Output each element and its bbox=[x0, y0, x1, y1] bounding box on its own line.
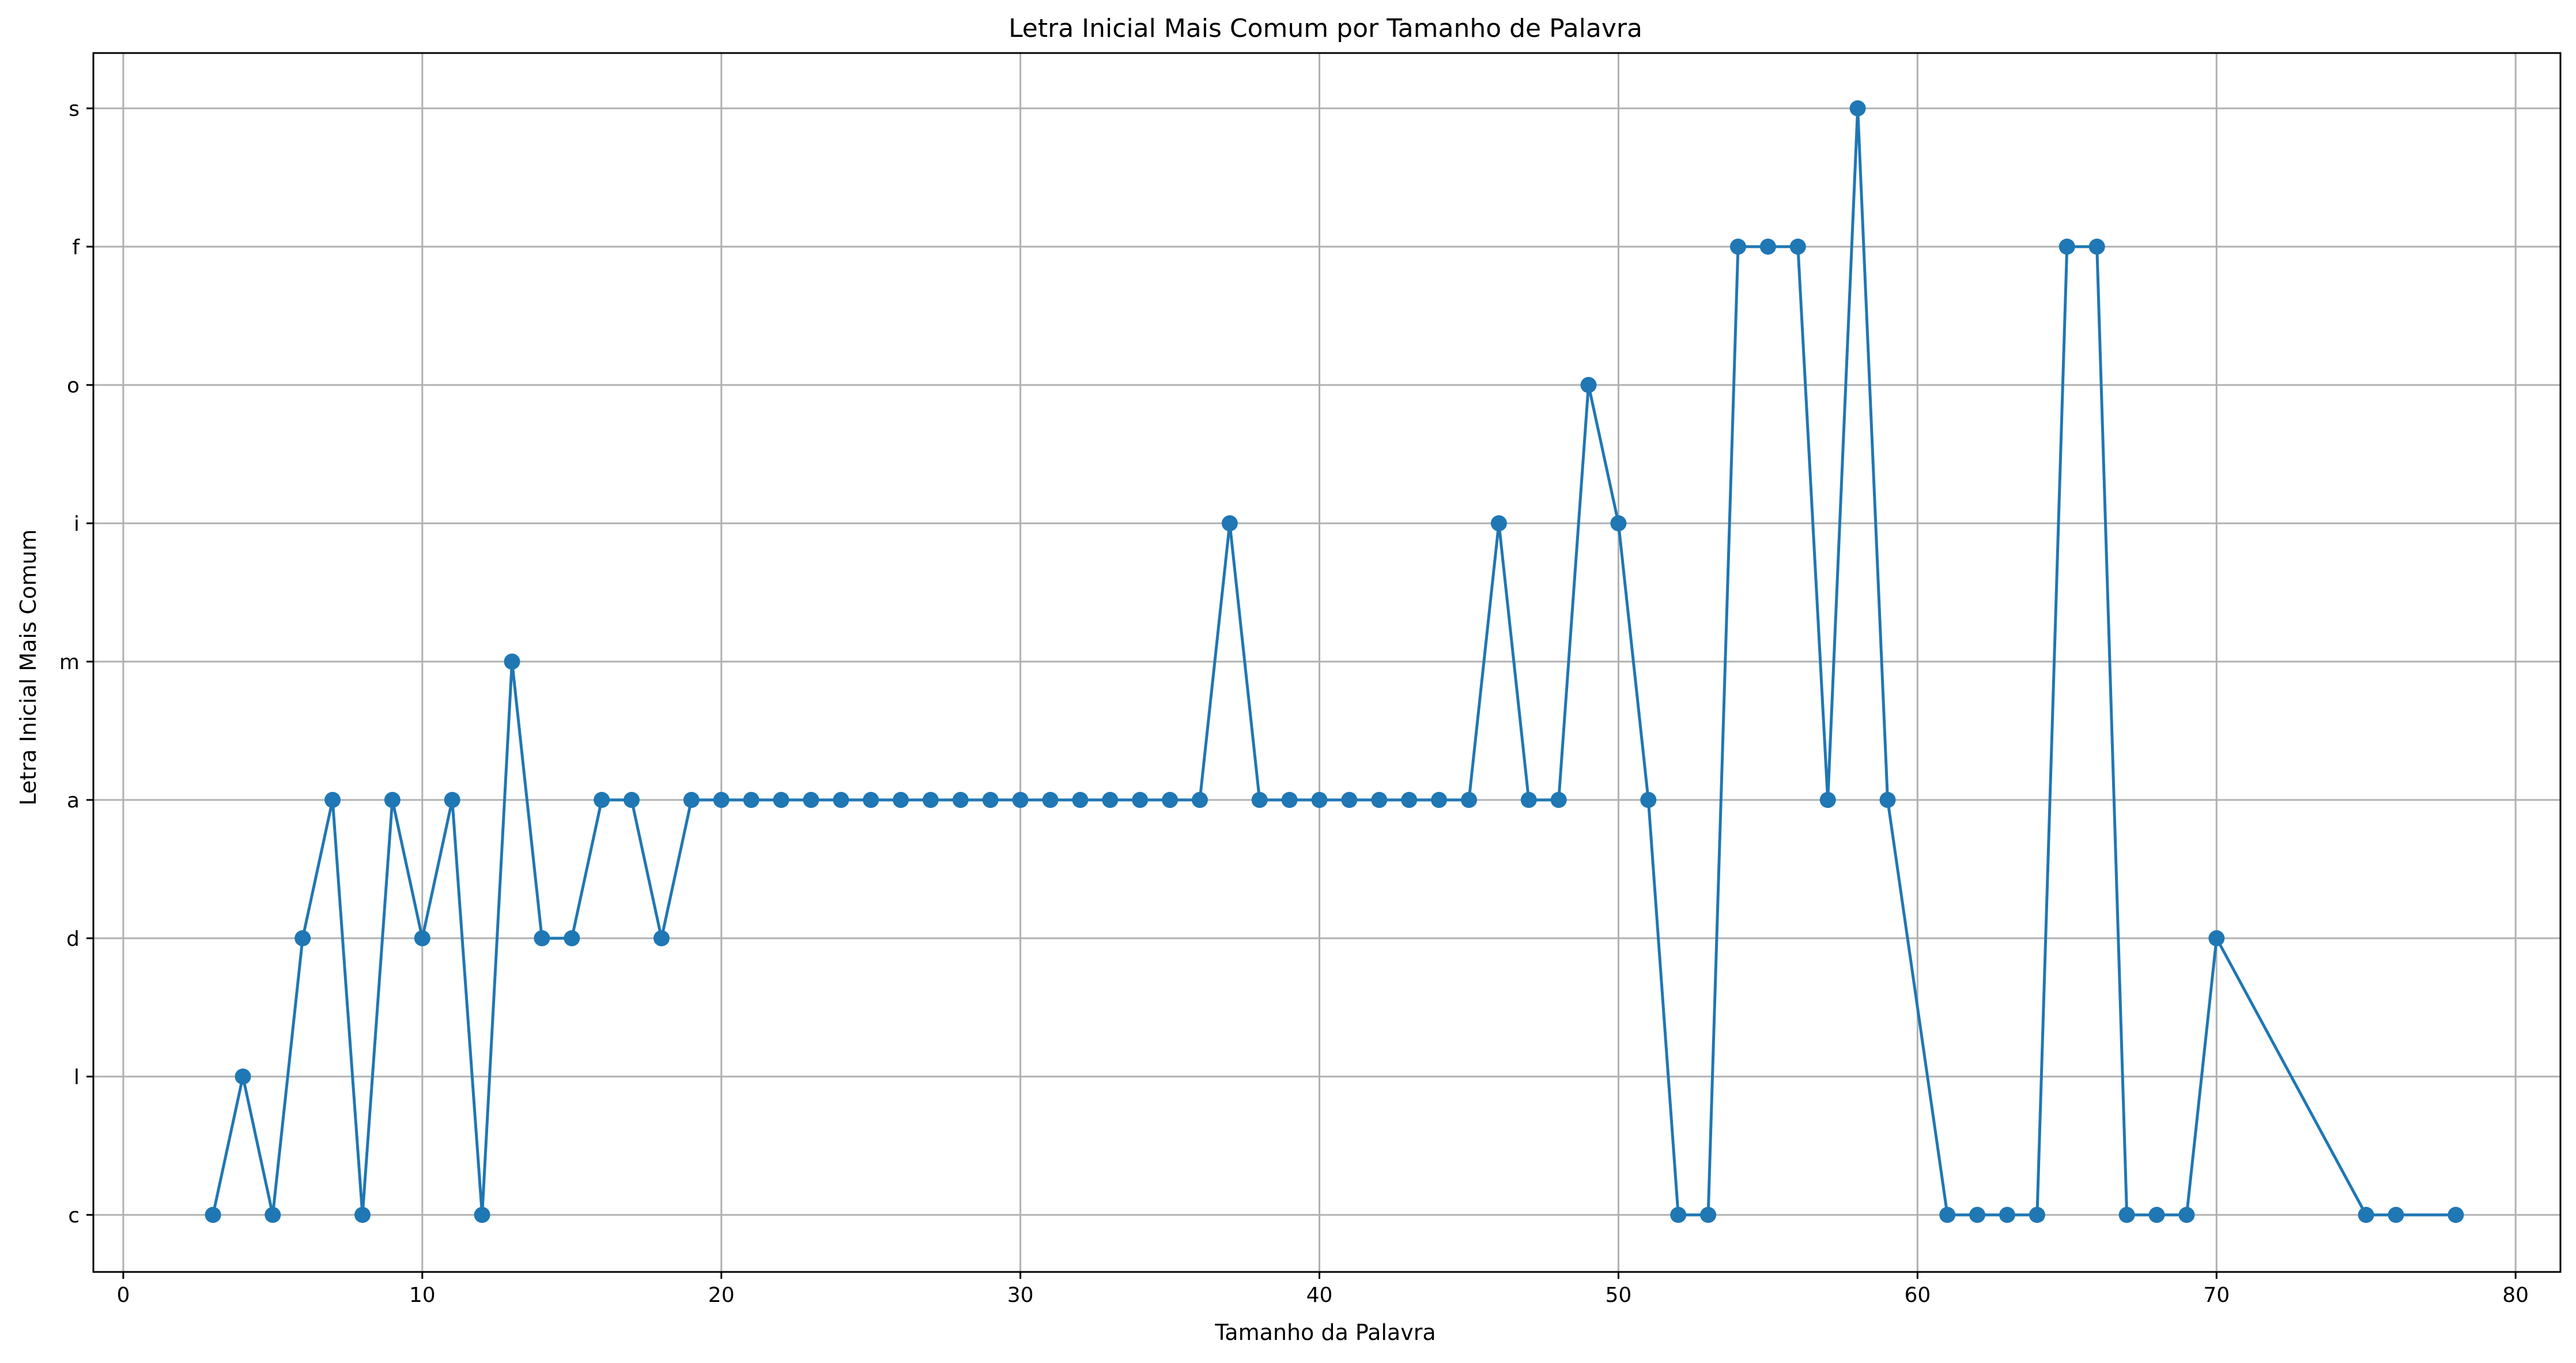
data-point bbox=[1132, 792, 1149, 808]
data-point bbox=[1520, 792, 1537, 808]
data-point bbox=[1431, 792, 1448, 808]
data-point bbox=[2148, 1207, 2165, 1223]
data-point bbox=[1102, 792, 1119, 808]
data-point bbox=[2118, 1207, 2135, 1223]
data-point bbox=[564, 930, 580, 946]
x-tick-label: 0 bbox=[116, 1283, 130, 1307]
x-tick-label: 60 bbox=[1904, 1283, 1931, 1307]
grid-layer bbox=[93, 53, 2560, 1272]
data-point bbox=[2358, 1207, 2374, 1223]
data-point bbox=[2058, 239, 2075, 255]
y-tick-label: l bbox=[74, 1066, 80, 1089]
data-point bbox=[2208, 930, 2225, 946]
axes-layer: 0 10 20 30 40 50 60 70 80 c l d a m i o f s bbox=[59, 52, 2562, 1307]
data-point bbox=[504, 654, 520, 670]
data-point bbox=[1192, 792, 1208, 808]
data-point bbox=[1789, 239, 1806, 255]
data-point bbox=[1939, 1207, 1956, 1223]
data-point bbox=[952, 792, 969, 808]
data-point bbox=[863, 792, 879, 808]
y-tick-label: a bbox=[67, 789, 80, 813]
data-point bbox=[1879, 792, 1896, 808]
data-point bbox=[324, 792, 341, 808]
x-tick-label: 70 bbox=[2203, 1283, 2230, 1307]
data-point bbox=[1580, 377, 1597, 393]
data-point bbox=[294, 930, 311, 946]
x-tick-label: 80 bbox=[2502, 1283, 2529, 1307]
data-point bbox=[1640, 792, 1657, 808]
data-point bbox=[1730, 239, 1746, 255]
data-point bbox=[534, 930, 550, 946]
data-point bbox=[1849, 100, 1866, 116]
data-point bbox=[982, 792, 999, 808]
data-point bbox=[803, 792, 819, 808]
data-point bbox=[624, 792, 640, 808]
data-point bbox=[2088, 239, 2105, 255]
y-tick-label: s bbox=[69, 97, 80, 121]
data-point bbox=[2029, 1207, 2045, 1223]
data-point bbox=[1341, 792, 1358, 808]
data-point bbox=[1401, 792, 1418, 808]
data-point bbox=[1012, 792, 1029, 808]
data-point bbox=[773, 792, 790, 808]
data-point bbox=[1999, 1207, 2015, 1223]
data-point bbox=[683, 792, 700, 808]
y-tick-label: f bbox=[72, 236, 80, 259]
data-point bbox=[1072, 792, 1089, 808]
data-point bbox=[205, 1207, 221, 1223]
data-point bbox=[1550, 792, 1567, 808]
series-layer bbox=[205, 100, 2464, 1223]
data-point bbox=[1969, 1207, 1986, 1223]
data-point bbox=[1610, 515, 1627, 531]
data-point bbox=[1281, 792, 1298, 808]
data-point bbox=[1162, 792, 1179, 808]
series-line bbox=[211, 107, 2456, 1217]
data-point bbox=[1371, 792, 1388, 808]
data-point bbox=[235, 1068, 251, 1085]
x-tick-label: 50 bbox=[1606, 1283, 1632, 1307]
x-axis-label: Tamanho da Palavra bbox=[1214, 1320, 1436, 1345]
y-tick-label: m bbox=[59, 651, 80, 674]
data-point bbox=[1670, 1207, 1687, 1223]
data-point bbox=[743, 792, 760, 808]
data-point bbox=[265, 1207, 281, 1223]
x-tick-label: 20 bbox=[708, 1283, 735, 1307]
y-tick-label: o bbox=[67, 374, 80, 398]
x-tick-label: 30 bbox=[1007, 1283, 1034, 1307]
data-point bbox=[354, 1207, 371, 1223]
y-tick-label: i bbox=[74, 512, 80, 536]
data-point bbox=[384, 792, 401, 808]
data-point bbox=[1759, 239, 1776, 255]
data-point bbox=[653, 930, 670, 946]
data-point bbox=[1221, 515, 1238, 531]
data-point bbox=[2178, 1207, 2195, 1223]
data-point bbox=[1819, 792, 1836, 808]
data-point bbox=[1490, 515, 1507, 531]
data-point bbox=[1461, 792, 1477, 808]
x-tick-label: 40 bbox=[1306, 1283, 1333, 1307]
data-point bbox=[1311, 792, 1328, 808]
chart-title: Letra Inicial Mais Comum por Tamanho de … bbox=[1009, 14, 1642, 43]
y-axis-label: Letra Inicial Mais Comum bbox=[16, 529, 41, 805]
y-tick-label: d bbox=[66, 927, 80, 951]
data-point bbox=[833, 792, 849, 808]
data-point bbox=[2447, 1207, 2464, 1223]
data-point bbox=[2388, 1207, 2404, 1223]
data-point bbox=[1700, 1207, 1717, 1223]
x-tick-label: 10 bbox=[409, 1283, 436, 1307]
data-point bbox=[922, 792, 939, 808]
data-point bbox=[474, 1207, 490, 1223]
data-point bbox=[414, 930, 430, 946]
plot-frame bbox=[92, 52, 2562, 1273]
data-point bbox=[893, 792, 909, 808]
data-point bbox=[594, 792, 610, 808]
data-point bbox=[444, 792, 460, 808]
data-point bbox=[1042, 792, 1059, 808]
y-tick-label: c bbox=[68, 1204, 80, 1228]
data-point bbox=[713, 792, 730, 808]
data-point bbox=[1251, 792, 1268, 808]
